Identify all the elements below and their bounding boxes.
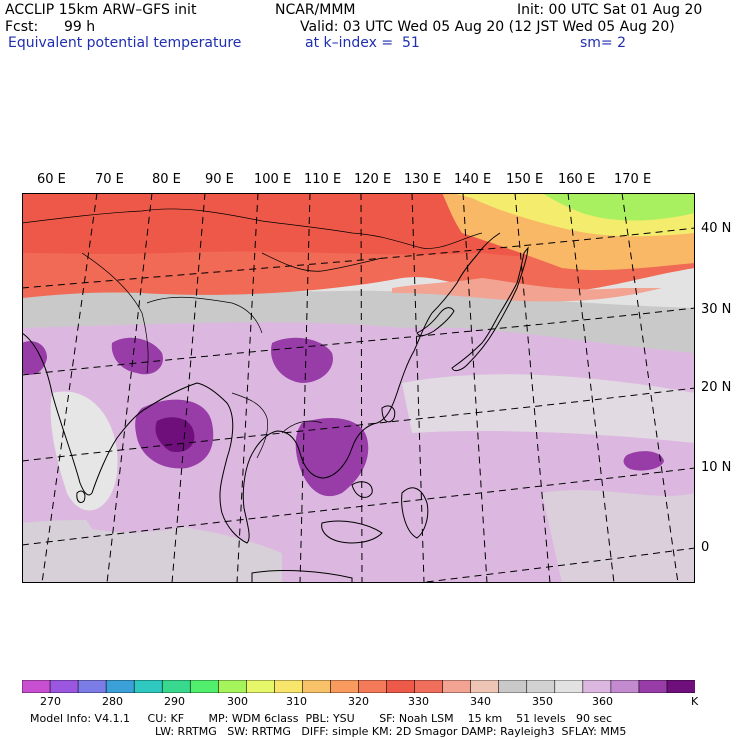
model-info-line2: LW: RRTMG SW: RRTMG DIFF: simple KM: 2D … [155, 725, 627, 738]
lon-label: 170 E [614, 172, 652, 187]
india-gray-patch [50, 391, 118, 511]
lon-label: 80 E [152, 172, 181, 187]
se-gray-patch [542, 490, 695, 583]
colorbar-swatch [470, 680, 500, 693]
valid-time: Valid: 03 UTC Wed 05 Aug 20 (12 JST Wed … [300, 19, 675, 35]
colorbar-swatch [666, 680, 695, 693]
lon-label: 60 E [37, 172, 66, 187]
purple-blob-west [22, 341, 47, 375]
lon-label: 150 E [506, 172, 544, 187]
colorbar-label: 320 [348, 695, 369, 708]
colorbar-swatch [386, 680, 416, 693]
colorbar-label: 360 [592, 695, 613, 708]
organization: NCAR/MMM [275, 2, 356, 18]
colorbar-swatch [414, 680, 444, 693]
colorbar-swatch [274, 680, 304, 693]
purple-blob-scs [295, 418, 369, 497]
colorbar-swatch [330, 680, 360, 693]
colorbar-swatch [358, 680, 388, 693]
colorbar-swatch [302, 680, 332, 693]
colorbar-swatch [442, 680, 472, 693]
colorbar-swatch [610, 680, 640, 693]
green-region [542, 193, 695, 221]
lon-label: 130 E [404, 172, 442, 187]
lon-label: 110 E [304, 172, 342, 187]
lon-label: 140 E [454, 172, 492, 187]
colorbar-label: 270 [40, 695, 61, 708]
lilac-patch [82, 509, 192, 533]
gray-band [22, 287, 695, 353]
colorbar-swatch [217, 680, 248, 693]
purple-blob-india [111, 337, 163, 375]
southern-gray-patch [22, 519, 282, 583]
lat-label: 0 [701, 540, 710, 555]
model-info-line1: Model Info: V4.1.1 CU: KF MP: WDM 6class… [30, 712, 613, 725]
forecast-hour: 99 h [64, 19, 96, 35]
colorbar-swatch [526, 680, 556, 693]
lat-label: 20 N [701, 380, 732, 395]
colorbar-label: 280 [102, 695, 123, 708]
colorbar-swatch [22, 680, 51, 693]
lon-label: 160 E [558, 172, 596, 187]
graticule [22, 193, 695, 583]
lat-label: 10 N [701, 460, 732, 475]
colorbar-label: 330 [408, 695, 429, 708]
coastlines [22, 232, 529, 583]
map-frame [22, 193, 695, 583]
colorbar-swatch [105, 680, 135, 693]
colorbar-swatch [161, 680, 192, 693]
colorbar-swatch [133, 680, 164, 693]
borders [22, 208, 483, 459]
init-time: Init: 00 UTC Sat 01 Aug 20 [517, 2, 703, 18]
forecast-label: Fcst: [5, 19, 39, 35]
colorbar-swatch [49, 680, 79, 693]
colorbar-unit: K [691, 695, 699, 708]
colorbar-label: 350 [532, 695, 553, 708]
salmon-band [392, 278, 662, 302]
colorbar-label: 290 [164, 695, 185, 708]
lon-label: 90 E [205, 172, 234, 187]
colorbar-label: 340 [470, 695, 491, 708]
colorbar-swatch [189, 680, 220, 693]
colorbar-swatch [246, 680, 276, 693]
lon-label: 70 E [95, 172, 124, 187]
colorbar-swatch [638, 680, 668, 693]
lon-label: 120 E [354, 172, 392, 187]
colorbar-swatch [582, 680, 612, 693]
lat-label: 40 N [701, 221, 732, 236]
colorbar-swatch [554, 680, 584, 693]
dark-purple-bay [155, 417, 195, 453]
lon-label: 100 E [254, 172, 292, 187]
level-info: at k–index = 51 [305, 35, 420, 51]
smoothing-info: sm= 2 [580, 35, 627, 51]
field-name: Equivalent potential temperature [8, 35, 242, 51]
colorbar-swatch [498, 680, 528, 693]
lat-label: 30 N [701, 302, 732, 317]
colorbar [22, 680, 695, 693]
model-title: ACCLIP 15km ARW–GFS init [5, 2, 197, 18]
colorbar-swatch [77, 680, 107, 693]
colorbar-label: 300 [227, 695, 248, 708]
colorbar-label: 310 [286, 695, 307, 708]
theta-e-map [22, 193, 695, 583]
purple-blob-pacific [623, 451, 664, 471]
